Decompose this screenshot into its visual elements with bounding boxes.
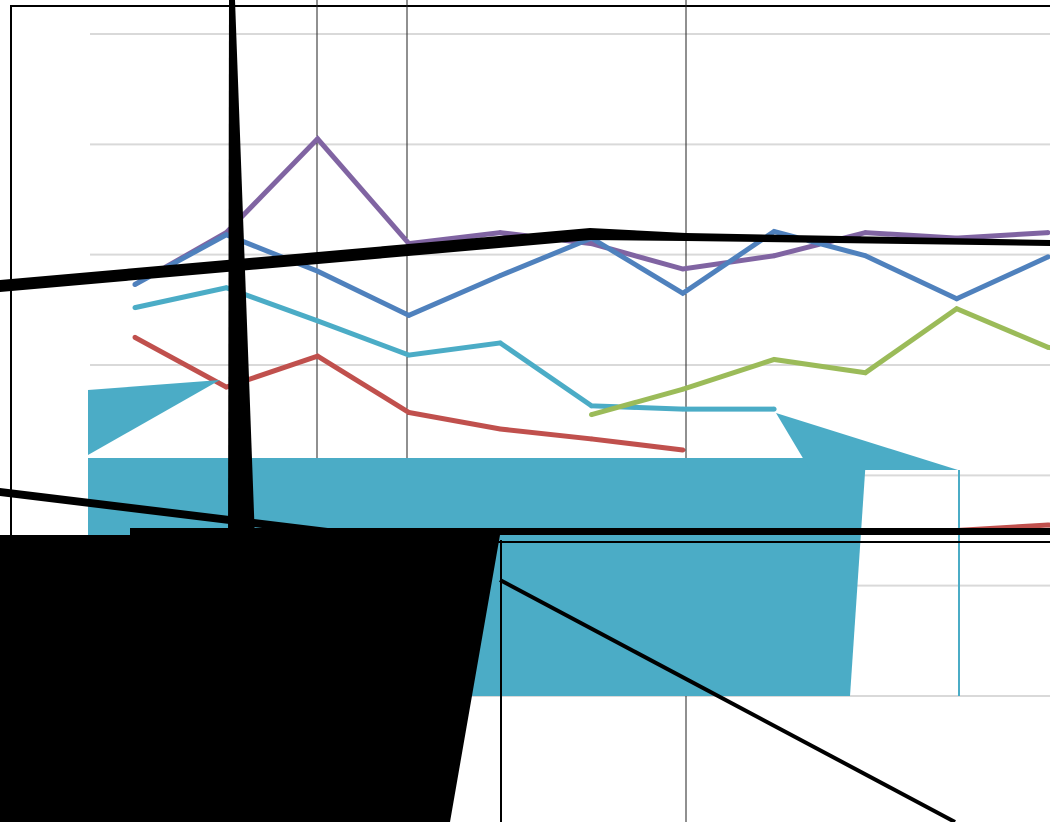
teal-wedge (776, 413, 958, 470)
data-point (680, 386, 686, 392)
data-point (132, 305, 138, 311)
data-point (771, 406, 777, 412)
data-point (315, 318, 321, 324)
data-point (315, 268, 321, 274)
data-point (223, 232, 229, 238)
black-bar (130, 528, 1050, 535)
data-point (771, 253, 777, 259)
data-point (771, 228, 777, 234)
data-point (223, 285, 229, 291)
data-point (406, 409, 412, 415)
data-point (132, 334, 138, 340)
series-5 (132, 305, 1050, 467)
data-point (1045, 522, 1050, 528)
data-point (862, 370, 868, 376)
data-point (1045, 254, 1050, 260)
data-point (954, 296, 960, 302)
data-point (862, 253, 868, 259)
data-point (315, 136, 321, 142)
data-point (862, 230, 868, 236)
data-point (589, 241, 594, 247)
data-point (497, 340, 503, 346)
data-point (1045, 230, 1050, 236)
data-point (406, 352, 412, 358)
chart-frame (10, 5, 1050, 822)
data-point (223, 384, 229, 390)
data-point (771, 356, 777, 362)
data-point (589, 412, 594, 418)
data-point (497, 426, 503, 432)
black-band-top (0, 228, 1050, 292)
data-point (954, 306, 960, 312)
data-point (680, 406, 686, 412)
data-point (589, 403, 594, 409)
black-spike (228, 0, 255, 540)
data-point (497, 273, 503, 279)
data-point (589, 436, 594, 442)
data-point (1045, 344, 1050, 350)
teal-shape (88, 380, 220, 455)
data-point (315, 353, 321, 359)
data-point (406, 312, 412, 318)
black-block (0, 535, 500, 822)
data-point (680, 266, 686, 272)
series-line (590, 305, 1050, 418)
black-diagonal-right (499, 578, 956, 822)
data-point (680, 447, 686, 453)
data-point (680, 290, 686, 296)
data-point (497, 230, 503, 236)
data-point (132, 281, 138, 287)
